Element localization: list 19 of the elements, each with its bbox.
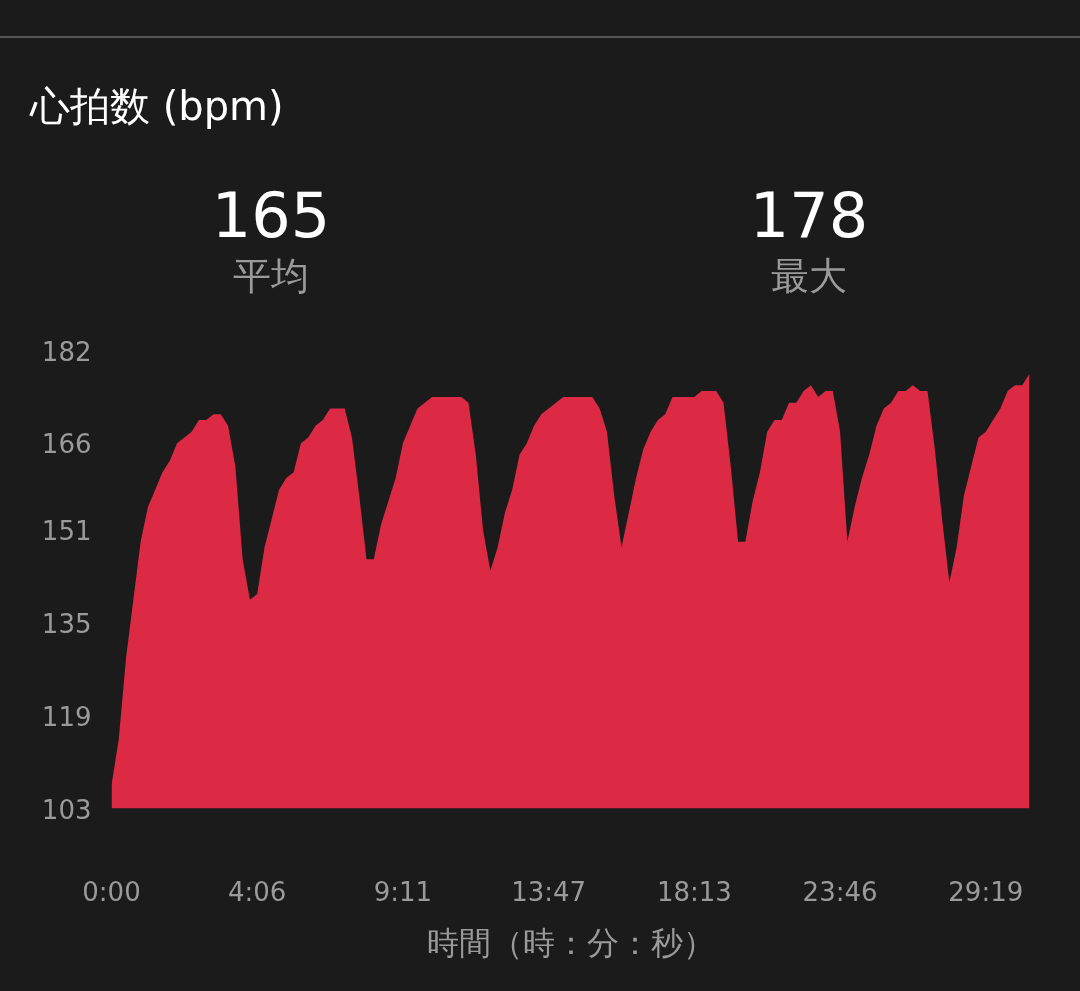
y-tick-label: 103 — [41, 794, 92, 825]
chart-title: 心拍数 (bpm) — [30, 82, 284, 131]
text: 178 — [748, 179, 870, 252]
text: 平均 — [232, 253, 310, 300]
y-tick-label: 182 — [41, 336, 92, 367]
x-tick-label: 0:00 — [82, 876, 141, 907]
text: 165 — [210, 179, 332, 252]
x-tick-label: 9:11 — [373, 876, 433, 907]
x-tick-label: 13:47 — [511, 876, 587, 907]
x-tick-label: 4:06 — [228, 876, 287, 907]
x-tick-label: 29:19 — [948, 876, 1024, 907]
y-tick-label: 119 — [41, 701, 92, 732]
x-tick-label: 18:13 — [656, 876, 732, 907]
x-axis-title: 時間（時：分：秒） — [426, 923, 715, 962]
y-tick-label: 151 — [41, 516, 92, 547]
x-tick-label: 23:46 — [802, 876, 878, 907]
y-tick-label: 166 — [41, 429, 92, 460]
text: 最大 — [770, 253, 848, 300]
y-tick-label: 135 — [41, 608, 92, 639]
